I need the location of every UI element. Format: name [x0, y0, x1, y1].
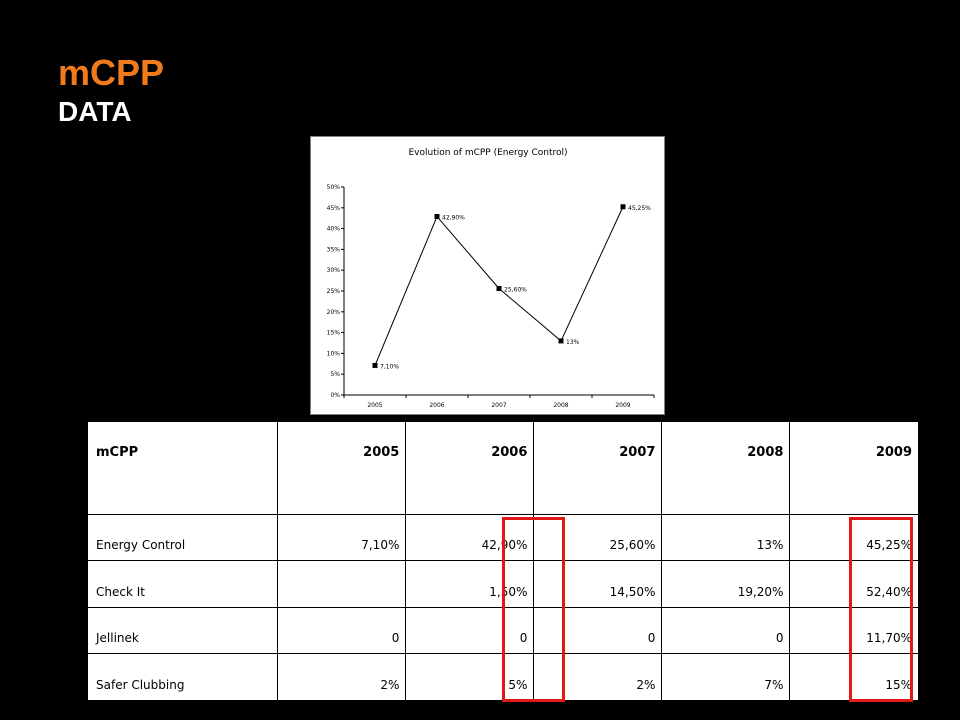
table-cell: 15%	[885, 678, 912, 692]
table-cell: 2%	[277, 653, 407, 700]
header-cell-label: mCPP	[88, 422, 279, 468]
table-header-row: mCPP 2005 2006 2007 2008 2009	[88, 422, 918, 468]
data-point	[496, 286, 502, 292]
row-label: Jellinek	[88, 607, 279, 654]
table-cell	[405, 468, 535, 515]
header-cell-2006: 2006	[405, 422, 535, 468]
table-cell: 14,50%	[533, 560, 663, 608]
y-tick-label: 30%	[327, 267, 341, 274]
x-tick-label: 2009	[615, 402, 630, 409]
table-cell: 5%	[405, 653, 535, 700]
table-row-check-it: Check It 1,50% 14,50% 19,20% 52,40%	[88, 560, 918, 608]
x-tick-label: 2007	[491, 402, 506, 409]
y-tick-label: 20%	[327, 309, 341, 316]
data-label: 45,25%	[628, 205, 651, 212]
table-row-energy-control: Energy Control 7,10% 42,90% 25,60% 13% 4…	[88, 514, 918, 561]
table-cell: 0	[277, 607, 407, 654]
y-tick-label: 50%	[327, 184, 341, 191]
data-point	[372, 362, 378, 368]
table-cell	[277, 560, 407, 608]
y-tick-label: 40%	[327, 226, 341, 233]
data-label: 25,60%	[504, 287, 527, 294]
table-cell	[88, 468, 279, 515]
table-cell	[661, 468, 791, 515]
data-label: 13%	[566, 339, 580, 346]
table-cell: 2%	[533, 653, 663, 700]
row-label: Energy Control	[88, 514, 279, 561]
x-tick-label: 2006	[429, 402, 444, 409]
y-tick-label: 15%	[327, 330, 341, 337]
header-cell-2007: 2007	[533, 422, 663, 468]
table-cell	[277, 468, 407, 515]
line-chart: Evolution of mCPP (Energy Control) 0% 5% 1…	[310, 136, 665, 415]
table-row-safer-clubbing: Safer Clubbing 2% 5% 2% 7% 15%	[88, 653, 918, 700]
y-tick-label: 45%	[327, 205, 341, 212]
table-cell: 7,10%	[277, 514, 407, 561]
table-cell: 0	[405, 607, 535, 654]
row-label: Check It	[88, 560, 279, 608]
chart-svg: Evolution of mCPP (Energy Control) 0% 5% 1…	[327, 148, 655, 409]
y-tick-label: 0%	[330, 392, 340, 399]
data-point	[434, 214, 440, 220]
header-cell-2009: 2009	[875, 445, 912, 460]
y-tick-label: 35%	[327, 246, 341, 253]
x-tick-label: 2008	[553, 402, 568, 409]
table-cell: 0	[661, 607, 791, 654]
table-cell	[790, 468, 918, 514]
table-cell: 0	[533, 607, 663, 654]
table-cell	[533, 468, 663, 515]
table-cell: 52,40%	[866, 584, 912, 599]
table-cell: 45,25%	[866, 538, 912, 553]
header-cell-2008: 2008	[661, 422, 791, 468]
data-label: 7,10%	[380, 363, 399, 370]
table-cell: 7%	[661, 653, 791, 700]
data-label: 42,90%	[442, 215, 465, 222]
table-cell: 13%	[661, 514, 791, 561]
data-point	[620, 204, 626, 210]
table-cell: 25,60%	[533, 514, 663, 561]
table-row-jellinek: Jellinek 0 0 0 0 11,70%	[88, 607, 918, 654]
slide-title: mCPP	[58, 52, 165, 93]
header-cell-2005: 2005	[277, 422, 407, 468]
table-cell: 11,70%	[866, 631, 912, 646]
chart-title: Evolution of mCPP (Energy Control)	[408, 148, 567, 158]
row-label: Safer Clubbing	[88, 653, 279, 700]
table-cell: 42,90%	[405, 514, 535, 561]
table-cell: 1,50%	[405, 560, 535, 608]
y-tick-label: 5%	[330, 371, 340, 378]
data-point	[558, 338, 564, 344]
table-cell: 19,20%	[661, 560, 791, 608]
slide-subtitle: DATA	[58, 96, 132, 127]
table-row-empty	[88, 468, 918, 515]
x-tick-label: 2005	[367, 402, 382, 409]
y-tick-label: 10%	[327, 350, 341, 357]
y-tick-label: 25%	[327, 288, 341, 295]
data-table: mCPP 2005 2006 2007 2008 2009 Energy Con…	[88, 422, 918, 700]
